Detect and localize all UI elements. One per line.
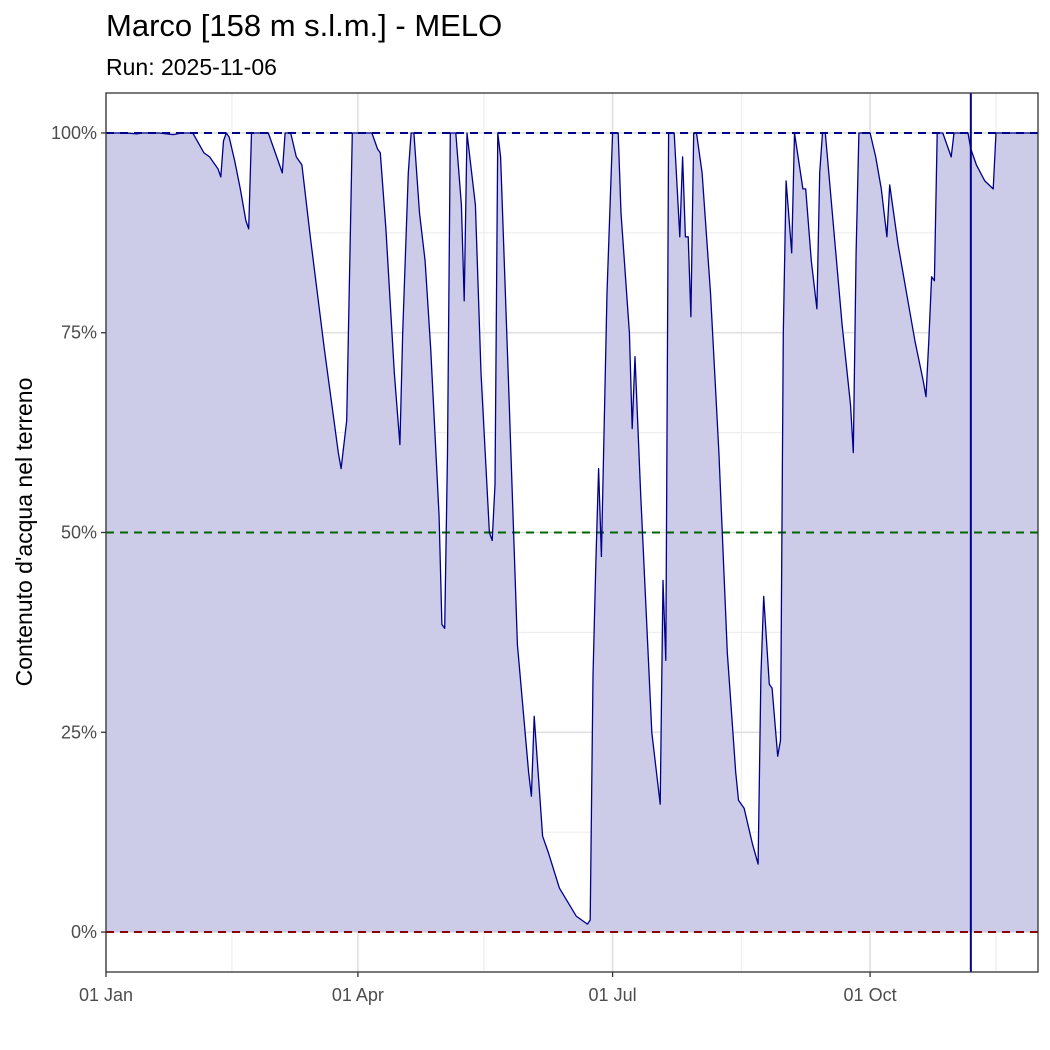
soil-water-line bbox=[106, 132, 1038, 925]
x-tick-label: 01 Jan bbox=[79, 985, 133, 1005]
y-tick-label: 0% bbox=[71, 922, 97, 942]
y-tick-label: 50% bbox=[61, 523, 97, 543]
x-tick-label: 01 Jul bbox=[589, 985, 637, 1005]
chart-subtitle: Run: 2025-11-06 bbox=[106, 54, 277, 80]
y-axis-label: Contenuto d'acqua nel terreno bbox=[11, 378, 37, 687]
y-tick-label: 75% bbox=[61, 323, 97, 343]
y-tick-label: 100% bbox=[51, 123, 97, 143]
soil-water-area bbox=[106, 133, 1038, 932]
y-tick-label: 25% bbox=[61, 722, 97, 742]
x-tick-label: 01 Oct bbox=[844, 985, 897, 1005]
x-axis-ticks: 01 Jan 01 Apr 01 Jul 01 Oct bbox=[79, 972, 897, 1005]
chart-title: Marco [158 m s.l.m.] - MELO bbox=[106, 8, 502, 43]
y-axis-ticks: 0% 25% 50% 75% 100% bbox=[51, 123, 106, 942]
x-tick-label: 01 Apr bbox=[332, 985, 384, 1005]
